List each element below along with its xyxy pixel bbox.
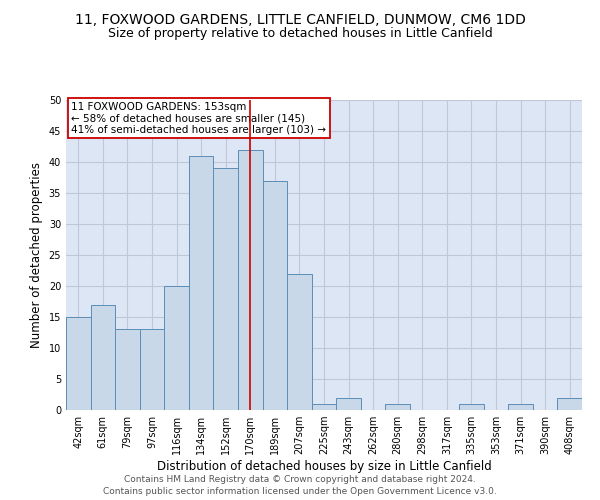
Bar [508, 404, 533, 410]
Text: Size of property relative to detached houses in Little Canfield: Size of property relative to detached ho… [107, 28, 493, 40]
Text: Contains public sector information licensed under the Open Government Licence v3: Contains public sector information licen… [103, 487, 497, 496]
Text: 11 FOXWOOD GARDENS: 153sqm
← 58% of detached houses are smaller (145)
41% of sem: 11 FOXWOOD GARDENS: 153sqm ← 58% of deta… [71, 102, 326, 134]
Bar [189, 156, 214, 410]
Bar [263, 180, 287, 410]
Bar [312, 404, 336, 410]
Bar [385, 404, 410, 410]
Bar [459, 404, 484, 410]
Bar [287, 274, 312, 410]
Text: Contains HM Land Registry data © Crown copyright and database right 2024.: Contains HM Land Registry data © Crown c… [124, 475, 476, 484]
X-axis label: Distribution of detached houses by size in Little Canfield: Distribution of detached houses by size … [157, 460, 491, 473]
Bar [140, 330, 164, 410]
Text: 11, FOXWOOD GARDENS, LITTLE CANFIELD, DUNMOW, CM6 1DD: 11, FOXWOOD GARDENS, LITTLE CANFIELD, DU… [74, 12, 526, 26]
Bar [66, 317, 91, 410]
Bar [91, 304, 115, 410]
Y-axis label: Number of detached properties: Number of detached properties [30, 162, 43, 348]
Bar [557, 398, 582, 410]
Bar [336, 398, 361, 410]
Bar [115, 330, 140, 410]
Bar [164, 286, 189, 410]
Bar [238, 150, 263, 410]
Bar [214, 168, 238, 410]
